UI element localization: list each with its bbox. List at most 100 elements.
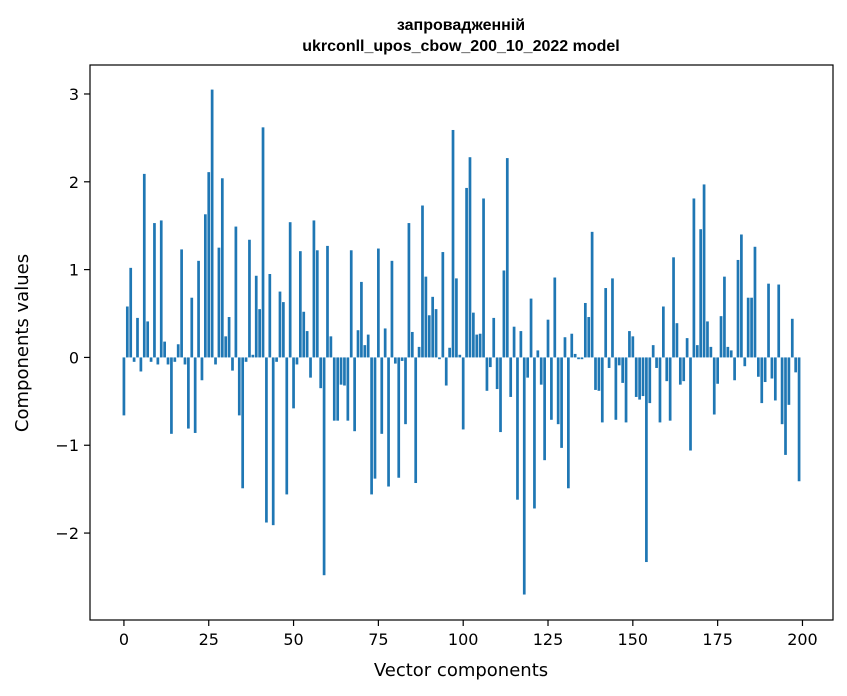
bar: [645, 357, 648, 563]
bar: [292, 357, 295, 409]
bar: [329, 336, 333, 358]
bar: [434, 309, 438, 358]
plot-frame: [89, 64, 834, 621]
bar: [638, 357, 641, 400]
bar: [265, 357, 268, 523]
bar: [159, 220, 163, 358]
bar: [356, 330, 360, 358]
bar: [733, 357, 736, 381]
bar: [536, 350, 540, 358]
bar: [441, 252, 445, 358]
bar: [472, 312, 475, 358]
bar: [685, 338, 689, 358]
bar: [706, 321, 709, 358]
bar: [648, 357, 652, 404]
bar: [353, 357, 356, 432]
bar: [665, 357, 669, 382]
bar: [662, 306, 665, 358]
bar: [522, 357, 526, 595]
bar: [519, 331, 523, 358]
bar: [319, 357, 323, 389]
bar: [740, 234, 743, 358]
bar: [166, 357, 170, 365]
bar: [237, 357, 241, 416]
bar: [594, 357, 597, 390]
bar: [492, 317, 496, 358]
bar: [203, 214, 207, 358]
bar: [455, 278, 458, 358]
bar: [404, 357, 407, 425]
bar: [682, 357, 686, 382]
bar: [244, 357, 248, 362]
bar: [736, 259, 740, 358]
bar: [339, 357, 343, 385]
bar: [163, 341, 166, 358]
bar: [377, 248, 380, 358]
bar: [763, 357, 767, 383]
bar: [516, 357, 519, 500]
bar: [258, 309, 261, 358]
bar: [556, 357, 560, 425]
y-axis-ticks: −2 −1 0 1 2 3: [55, 85, 90, 543]
bar: [278, 291, 282, 358]
bar: [753, 246, 757, 358]
bar: [597, 357, 601, 391]
bar: [770, 357, 774, 379]
bar: [142, 173, 146, 358]
bar: [231, 357, 234, 371]
bar: [176, 344, 180, 358]
y-tick-label: 2: [69, 173, 79, 192]
bar: [421, 205, 424, 358]
bar: [448, 347, 451, 358]
bar: [784, 357, 787, 455]
bar: [624, 357, 628, 423]
bar: [261, 127, 265, 358]
bar: [322, 357, 326, 576]
bar: [183, 357, 187, 365]
bar: [187, 357, 190, 429]
bar: [509, 357, 513, 397]
bar: [380, 357, 384, 434]
bar: [573, 353, 577, 358]
bar: [600, 357, 604, 423]
bar: [400, 357, 404, 361]
bar: [502, 270, 506, 358]
bar: [702, 184, 706, 358]
bar: [125, 306, 129, 358]
bar: [326, 245, 329, 358]
bar: [651, 345, 655, 358]
bar: [129, 267, 133, 358]
bar: [295, 357, 299, 365]
bar: [567, 357, 570, 489]
x-tick-label: 25: [199, 630, 219, 649]
bar: [387, 357, 390, 487]
bar: [149, 357, 153, 362]
bar: [495, 357, 499, 390]
bar: [122, 357, 126, 416]
bar: [424, 276, 428, 358]
bar: [488, 357, 492, 368]
bar: [712, 357, 716, 415]
bar: [271, 357, 275, 526]
bar: [512, 326, 516, 358]
bar: [719, 316, 723, 358]
bar: [315, 250, 319, 358]
bar: [485, 357, 489, 391]
bar: [553, 277, 557, 358]
bar: [414, 357, 418, 484]
bar: [190, 297, 194, 358]
bar: [468, 157, 472, 358]
bar: [285, 357, 289, 495]
bar: [529, 298, 533, 358]
bar: [746, 297, 750, 358]
bar: [373, 357, 377, 479]
bar: [407, 223, 411, 358]
y-tick-label: 1: [69, 261, 79, 280]
bar: [268, 274, 272, 358]
bar: [207, 172, 211, 358]
bar: [716, 357, 719, 384]
bar: [580, 357, 584, 360]
bar: [614, 357, 618, 420]
y-tick-label: −1: [55, 436, 79, 455]
